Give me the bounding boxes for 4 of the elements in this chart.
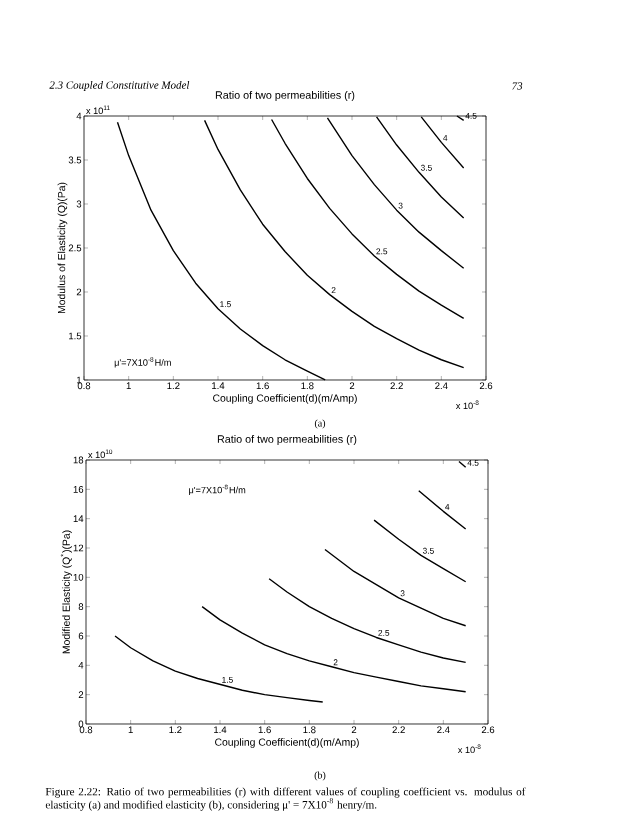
- line-series: [373, 519, 467, 583]
- line-series: [324, 548, 467, 627]
- line-series: [201, 605, 467, 693]
- line-series: [268, 578, 467, 664]
